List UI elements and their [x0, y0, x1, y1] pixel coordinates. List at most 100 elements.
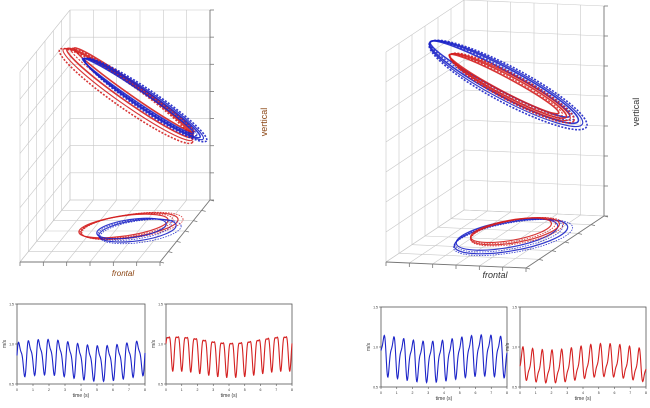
- side-wall-gridline: [385, 179, 465, 233]
- depth-tick: [525, 267, 531, 270]
- depth-tick: [193, 220, 198, 223]
- side-wall-gridline: [19, 9, 71, 73]
- side-wall-gridline: [385, 89, 465, 143]
- projection-loop: [98, 218, 177, 243]
- x-tick-label: 4: [443, 391, 445, 395]
- left-3d-trajectory: [58, 47, 208, 145]
- y-tick-label: 1.5: [158, 303, 163, 307]
- right-vertical-axis-label: vertical: [631, 98, 641, 127]
- speed-series-line: [16, 338, 146, 383]
- depth-tick: [577, 232, 583, 235]
- floor-gridline: [450, 218, 592, 225]
- floor-gridline: [411, 244, 553, 251]
- y-tick-label: 1.0: [9, 343, 14, 347]
- y-tick-label: 1.5: [373, 306, 378, 310]
- x-tick-label: 3: [427, 391, 429, 395]
- floor-gridline: [437, 227, 579, 234]
- side-wall-gridline: [385, 149, 465, 203]
- x-tick-label: 0: [519, 391, 521, 395]
- x-tick-label: 5: [459, 391, 461, 395]
- speed-series-line: [519, 342, 647, 384]
- back-wall-gridline: [463, 149, 605, 157]
- depth-tick: [184, 230, 190, 233]
- x-tick-label: 7: [490, 391, 492, 395]
- x-tick-label: 4: [80, 388, 82, 392]
- side-wall-gridline: [19, 118, 71, 181]
- depth-tick: [176, 240, 181, 243]
- side-wall-gridline: [385, 0, 465, 53]
- y-tick-label: 1.0: [512, 346, 517, 350]
- y-tick-label: 1.0: [158, 343, 163, 347]
- trajectory-loop: [448, 53, 560, 115]
- trajectory-loop: [82, 57, 198, 137]
- x-tick-label: 4: [228, 388, 230, 392]
- x-tick-label: 3: [212, 388, 214, 392]
- floor-gridline: [398, 253, 540, 260]
- x-tick-label: 2: [197, 388, 199, 392]
- back-wall-gridline: [463, 29, 605, 37]
- x-tick-label: 5: [598, 391, 600, 395]
- right-3d-floor-projection: [452, 217, 574, 256]
- y-tick-label: 0.5: [373, 386, 378, 390]
- projection-loop: [470, 217, 564, 247]
- y-tick-label: 1.5: [512, 306, 517, 310]
- trajectory-loop: [81, 57, 195, 135]
- depth-tick: [168, 251, 173, 254]
- right-frontal-axis-label: frontal: [482, 270, 508, 280]
- x-tick-label: 3: [566, 391, 568, 395]
- speed-series-line: [165, 336, 293, 379]
- x-tick-label: 0: [380, 391, 382, 395]
- y-axis-label: m/s: [505, 342, 511, 351]
- bottom-plot-3: 0 1 2 3 4 5 6 7 8 0.5 1.0 1.5 m/s time (s): [366, 306, 508, 403]
- trajectory-loop: [429, 40, 571, 118]
- x-tick-label: 6: [475, 391, 477, 395]
- depth-tick: [590, 224, 596, 227]
- y-tick-label: 1.0: [373, 346, 378, 350]
- projection-loop: [452, 219, 574, 256]
- x-tick-label: 5: [96, 388, 98, 392]
- side-wall-gridline: [19, 172, 71, 236]
- projection-loop: [454, 218, 564, 253]
- depth-tick: [603, 215, 609, 218]
- trajectory-loop: [82, 57, 202, 139]
- x-tick-label: 8: [291, 388, 293, 392]
- bottom-plot-4: 0 1 2 3 4 5 6 7 8 0.5 1.0 1.5 m/s time (s): [505, 306, 647, 403]
- x-tick-label: 2: [551, 391, 553, 395]
- x-tick-label: 1: [535, 391, 537, 395]
- x-tick-label: 3: [64, 388, 66, 392]
- left-vertical-axis-label: vertical: [259, 108, 269, 137]
- plot-frame: [165, 303, 293, 385]
- x-tick-label: 0: [165, 388, 167, 392]
- x-axis-label: time (s): [436, 396, 453, 402]
- left-frontal-axis-label: frontal: [112, 269, 134, 278]
- x-tick-label: 1: [396, 391, 398, 395]
- bottom-plot-1: 0 1 2 3 4 5 6 7 8 0.5 1.0 1.5 m/s time (s): [2, 303, 146, 400]
- trajectory-loop: [449, 52, 575, 124]
- back-wall-gridline: [463, 0, 605, 7]
- x-tick-label: 2: [48, 388, 50, 392]
- x-tick-label: 0: [16, 388, 18, 392]
- depth-tick: [209, 199, 215, 202]
- x-tick-label: 8: [144, 388, 146, 392]
- trajectory-loop: [83, 57, 205, 141]
- x-tick-label: 6: [614, 391, 616, 395]
- back-wall-gridline: [463, 119, 605, 127]
- plot-frame: [16, 303, 146, 385]
- y-axis-label: m/s: [366, 342, 372, 351]
- trajectory-loop: [428, 39, 588, 131]
- x-tick-label: 8: [506, 391, 508, 395]
- trajectory-loop: [429, 40, 575, 121]
- depth-tick: [538, 258, 544, 261]
- bottom-plot-2: 0 1 2 3 4 5 6 7 8 0.5 1.0 1.5 m/s time (s): [151, 303, 293, 400]
- y-axis-label: m/s: [151, 339, 157, 348]
- depth-tick: [564, 241, 570, 244]
- x-axis-label: time (s): [575, 396, 592, 402]
- side-wall-gridline: [19, 36, 71, 100]
- x-tick-label: 2: [412, 391, 414, 395]
- y-tick-label: 0.5: [9, 383, 14, 387]
- y-tick-label: 0.5: [512, 386, 517, 390]
- y-axis-label: m/s: [2, 339, 8, 348]
- right-3d-plot: vertical frontal: [385, 0, 641, 280]
- trajectory-loop: [449, 52, 571, 122]
- x-tick-label: 4: [582, 391, 584, 395]
